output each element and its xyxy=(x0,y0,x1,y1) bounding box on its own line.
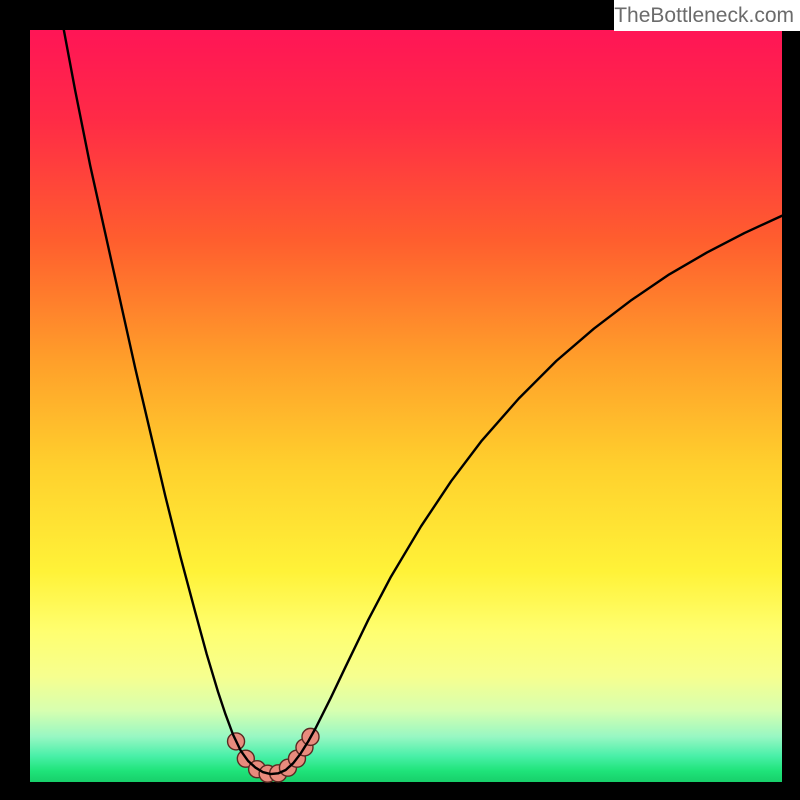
watermark-label: TheBottleneck.com xyxy=(614,0,800,31)
chart-container: TheBottleneck.com xyxy=(0,0,800,800)
chart-svg xyxy=(30,30,782,782)
bottleneck-curve xyxy=(64,30,782,774)
plot-area xyxy=(30,30,782,782)
